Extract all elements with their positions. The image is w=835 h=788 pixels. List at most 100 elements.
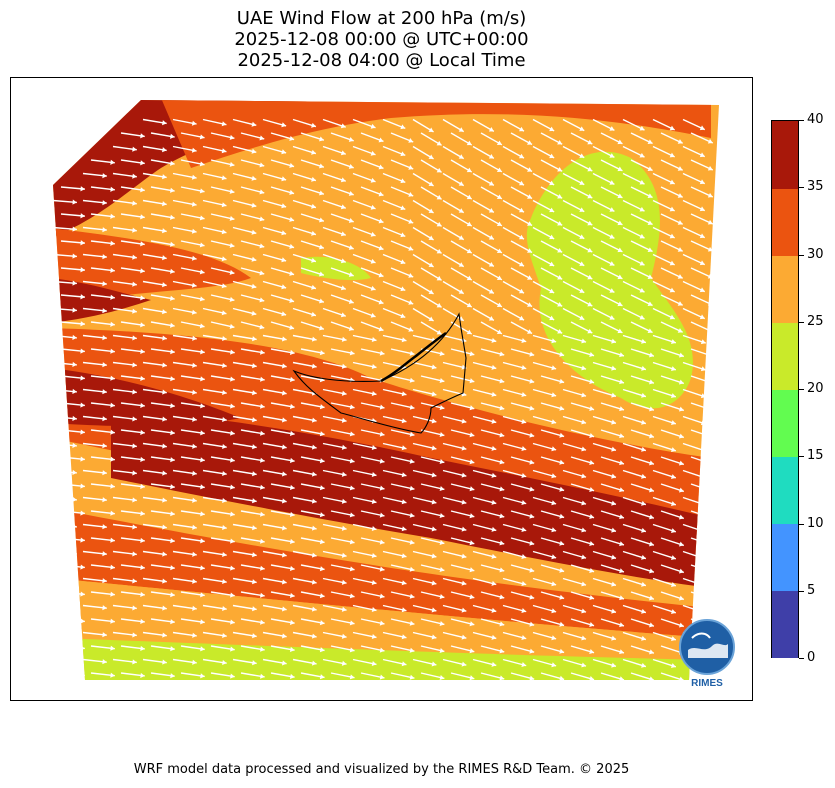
wind-arrow-head (252, 390, 257, 396)
wind-arrow-head (252, 336, 257, 342)
wind-arrow-head (230, 403, 235, 409)
wind-arrow-head (140, 187, 145, 193)
wind-arrow-head (229, 215, 235, 221)
wind-arrow-head (551, 662, 557, 668)
wind-arrow-head (378, 245, 384, 251)
wind-arrow-head (260, 673, 265, 679)
wind-arrow-head (669, 206, 675, 212)
wind-arrow-head (311, 417, 317, 423)
wind-arrow-head (439, 485, 445, 491)
wind-arrow-head (349, 404, 355, 410)
wind-arrow-head (669, 179, 675, 185)
wind-arrow-head (559, 351, 565, 357)
wind-arrow-head (169, 133, 175, 139)
wind-arrow-head (252, 363, 257, 369)
wind-arrow-head (260, 565, 265, 571)
wind-arrow-head (491, 526, 497, 532)
colorbar-tick-label: 35 (807, 179, 824, 195)
wind-arrow-head (699, 260, 705, 266)
wind-arrow-head (461, 499, 467, 505)
wind-arrow-head (192, 416, 197, 422)
wind-arrow-head (678, 433, 684, 439)
wind-arrow-head (488, 154, 494, 159)
wind-arrow-head (341, 552, 347, 558)
wind-arrow-head (72, 550, 77, 557)
wind-arrow-head (491, 661, 497, 667)
wind-arrow-head (488, 208, 494, 213)
wind-arrow-head (132, 605, 137, 611)
wind-arrow-head (289, 189, 295, 195)
wind-arrow-head (647, 247, 653, 252)
wind-arrow-head (700, 474, 706, 480)
wind-arrow-head (400, 178, 406, 184)
wind-arrow-head (281, 363, 287, 369)
wind-arrow-head (230, 349, 235, 355)
wind-arrow-head (551, 446, 557, 452)
wind-arrow-head (499, 621, 505, 627)
wind-arrow-head (192, 497, 197, 503)
wind-arrow-head (140, 160, 145, 166)
wind-arrow-head (80, 375, 85, 381)
wind-arrow-head (439, 512, 445, 518)
wind-arrow-head (408, 246, 414, 251)
wind-arrow-head (551, 338, 557, 344)
wind-arrow-head (191, 228, 197, 234)
wind-arrow-head (581, 500, 587, 506)
wind-arrow-head (162, 497, 167, 503)
wind-arrow-head (110, 483, 115, 489)
wind-arrow-head (230, 592, 235, 598)
wind-arrow-head (589, 622, 595, 627)
wind-arrow-head (80, 348, 85, 354)
wind-arrow-head (496, 167, 502, 172)
wind-arrow-head (491, 391, 497, 397)
wind-arrow-head (370, 123, 376, 129)
wind-arrow-head (549, 315, 555, 321)
wind-arrow-head (521, 662, 527, 668)
wind-arrow-head (311, 471, 317, 477)
wind-arrow-head (458, 262, 464, 267)
wind-arrow-head (649, 352, 654, 358)
wind-arrow-head (340, 177, 346, 183)
wind-arrow-head (559, 594, 565, 600)
wind-arrow-head (162, 282, 167, 288)
wind-arrow-head (281, 525, 287, 531)
wind-arrow-head (708, 541, 714, 547)
wind-arrow-head (169, 322, 175, 328)
wind-arrow-head (469, 378, 475, 384)
wind-arrow-head (499, 594, 505, 600)
wind-arrow-head (281, 284, 287, 290)
wind-arrow-head (140, 672, 145, 679)
wind-arrow-head (229, 296, 235, 302)
wind-arrow-head (488, 316, 494, 321)
wind-arrow-head (557, 248, 563, 253)
wind-arrow-head (708, 460, 714, 466)
wind-arrow-head (289, 646, 295, 653)
wind-arrow-head (641, 419, 646, 425)
wind-arrow-head (611, 554, 616, 560)
wind-arrow-head (281, 230, 287, 236)
wind-arrow-head (140, 402, 145, 409)
wind-arrow-head (102, 281, 107, 287)
wind-arrow-head (469, 405, 475, 411)
wind-arrow-head (222, 551, 227, 558)
wind-arrow-head (200, 673, 205, 679)
wind-arrow-head (132, 335, 137, 341)
wind-arrow-head (670, 447, 676, 452)
wind-arrow-head (229, 323, 235, 329)
wind-arrow-head (252, 660, 257, 666)
wind-arrow-head (192, 578, 197, 584)
wind-arrow-head (281, 257, 287, 263)
wind-arrow-head (458, 208, 464, 213)
wind-arrow-head (281, 498, 287, 504)
wind-arrow-head (491, 499, 497, 505)
wind-arrow-head (519, 315, 525, 321)
wind-arrow-head (192, 443, 197, 449)
wind-arrow-head (678, 379, 684, 385)
wind-arrow-head (252, 579, 257, 585)
wind-arrow-head (371, 634, 377, 640)
wind-arrow-head (162, 416, 167, 422)
wind-arrow-head (466, 221, 472, 227)
wind-arrow-head (527, 275, 533, 280)
colorbar-bin-5-10 (772, 523, 798, 591)
wind-arrow-head (230, 376, 235, 382)
